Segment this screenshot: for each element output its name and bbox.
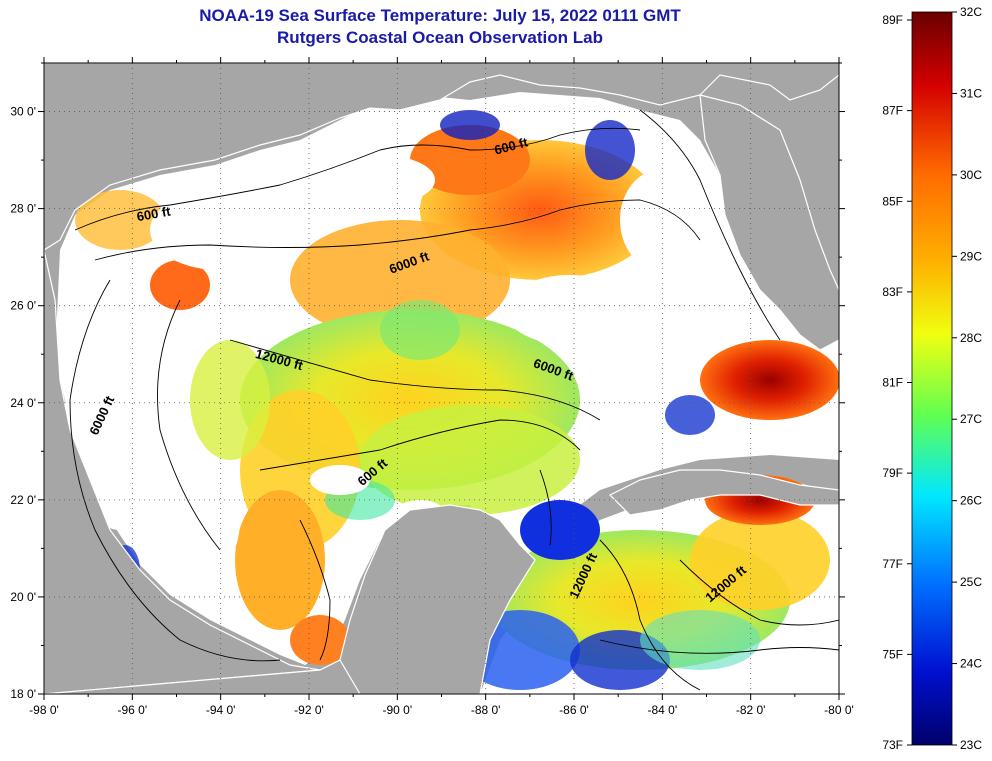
c-label: 25C — [960, 575, 982, 589]
f-label: 75F — [882, 647, 903, 661]
lon-tick-label: -98 0' — [29, 703, 59, 717]
contour-label: 600 ft — [136, 203, 173, 224]
colorbar-celsius-labels: 32C 31C 30C 29C 28C 27C 26C 25C 24C 23C — [952, 5, 982, 752]
c-label: 27C — [960, 412, 982, 426]
f-label: 87F — [882, 104, 903, 118]
c-label: 31C — [960, 86, 982, 100]
f-label: 85F — [882, 194, 903, 208]
map-subtitle: Rutgers Coastal Ocean Observation Lab — [277, 28, 603, 47]
lon-tick-label: -80 0' — [824, 703, 854, 717]
lat-tick-label: 24 0' — [10, 396, 36, 410]
lon-tick-label: -90 0' — [383, 703, 413, 717]
c-label: 28C — [960, 331, 982, 345]
lon-tick-label: -96 0' — [118, 703, 148, 717]
lat-tick-label: 18 0' — [10, 687, 36, 701]
lon-tick-label: -82 0' — [736, 703, 766, 717]
f-label: 77F — [882, 557, 903, 571]
c-label: 29C — [960, 249, 982, 263]
c-label: 24C — [960, 657, 982, 671]
f-label: 83F — [882, 285, 903, 299]
bathymetry-contours — [69, 109, 839, 691]
f-label: 79F — [882, 466, 903, 480]
longitude-labels: -98 0' -96 0' -94 0' -92 0' -90 0' -88 0' -86 … — [29, 703, 854, 717]
f-label: 81F — [882, 376, 903, 390]
c-label: 32C — [960, 5, 982, 19]
lat-tick-label: 20 0' — [10, 590, 36, 604]
map-title: NOAA-19 Sea Surface Temperature: July 15… — [199, 6, 681, 25]
c-label: 26C — [960, 494, 982, 508]
c-label: 23C — [960, 738, 982, 752]
lat-tick-label: 30 0' — [10, 105, 36, 119]
latitude-labels: 30 0' 28 0' 26 0' 24 0' 22 0' 20 0' 18 0' — [10, 105, 36, 701]
lat-tick-label: 28 0' — [10, 202, 36, 216]
lon-tick-label: -86 0' — [559, 703, 589, 717]
cloud-mask — [65, 155, 700, 580]
lat-tick-label: 26 0' — [10, 299, 36, 313]
lat-tick-label: 22 0' — [10, 493, 36, 507]
axis-ticks — [38, 57, 845, 700]
lon-tick-label: -94 0' — [206, 703, 236, 717]
sst-patches — [75, 110, 839, 690]
f-label: 73F — [882, 738, 903, 752]
lon-tick-label: -92 0' — [294, 703, 324, 717]
lon-tick-label: -84 0' — [648, 703, 678, 717]
c-label: 30C — [960, 168, 982, 182]
lat-lon-grid — [44, 63, 839, 694]
colorbar-fahrenheit-labels: 89F 87F 85F 83F 81F 79F 77F 75F 73F — [882, 13, 912, 752]
lon-tick-label: -88 0' — [471, 703, 501, 717]
colorbar — [911, 11, 953, 746]
f-label: 89F — [882, 13, 903, 27]
land-masses — [44, 63, 839, 694]
